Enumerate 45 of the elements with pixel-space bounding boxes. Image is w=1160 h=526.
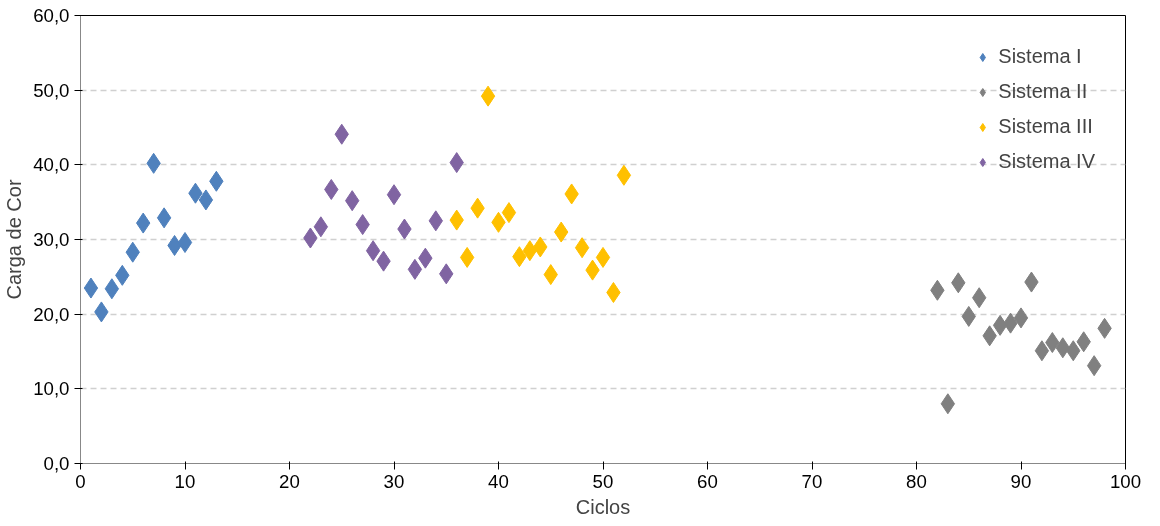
x-tick-label: 70 — [801, 470, 823, 492]
y-tick-label: 10,0 — [33, 378, 70, 400]
y-tick-label: 30,0 — [33, 229, 70, 250]
x-tick-label: 30 — [383, 470, 405, 492]
point — [459, 246, 475, 268]
point — [992, 314, 1008, 336]
point — [1013, 307, 1029, 329]
x-tick-label: 60 — [697, 470, 718, 492]
x-tick-label: 10 — [174, 470, 196, 492]
point — [407, 258, 423, 280]
y-tick-label: 40,0 — [33, 154, 70, 176]
y-axis-title: Carga de Cor — [3, 179, 26, 300]
point — [104, 278, 120, 300]
legend-label: Sistema IV — [998, 150, 1095, 173]
point — [940, 393, 956, 415]
x-tick-label: 100 — [1109, 470, 1142, 492]
point — [1086, 355, 1102, 377]
x-tick-label: 0 — [75, 470, 86, 492]
y-tick-label: 0,0 — [43, 453, 70, 474]
legend-label: Sistema II — [998, 80, 1088, 103]
x-tick-label: 40 — [488, 470, 509, 492]
point — [198, 189, 214, 211]
point — [156, 207, 172, 229]
y-tick-label: 50,0 — [33, 79, 70, 101]
x-tick-label: 80 — [906, 470, 927, 492]
point — [83, 277, 99, 299]
x-tick-label: 50 — [592, 470, 614, 492]
point — [616, 164, 632, 186]
x-tick-label: 90 — [1010, 470, 1032, 492]
y-tick-label: 60,0 — [33, 5, 70, 26]
point — [365, 240, 381, 262]
y-tick-label: 20,0 — [33, 303, 70, 325]
point — [501, 202, 517, 224]
point — [522, 240, 538, 262]
point — [1034, 340, 1050, 362]
point — [595, 246, 611, 268]
point — [386, 184, 402, 206]
x-axis-title: Ciclos — [575, 495, 631, 518]
legend-label: Sistema III — [998, 115, 1093, 138]
point — [313, 216, 329, 238]
point — [574, 237, 590, 259]
x-tick-label: 20 — [279, 470, 300, 492]
point — [480, 85, 496, 107]
point — [177, 231, 193, 253]
legend-label: Sistema I — [998, 45, 1082, 68]
